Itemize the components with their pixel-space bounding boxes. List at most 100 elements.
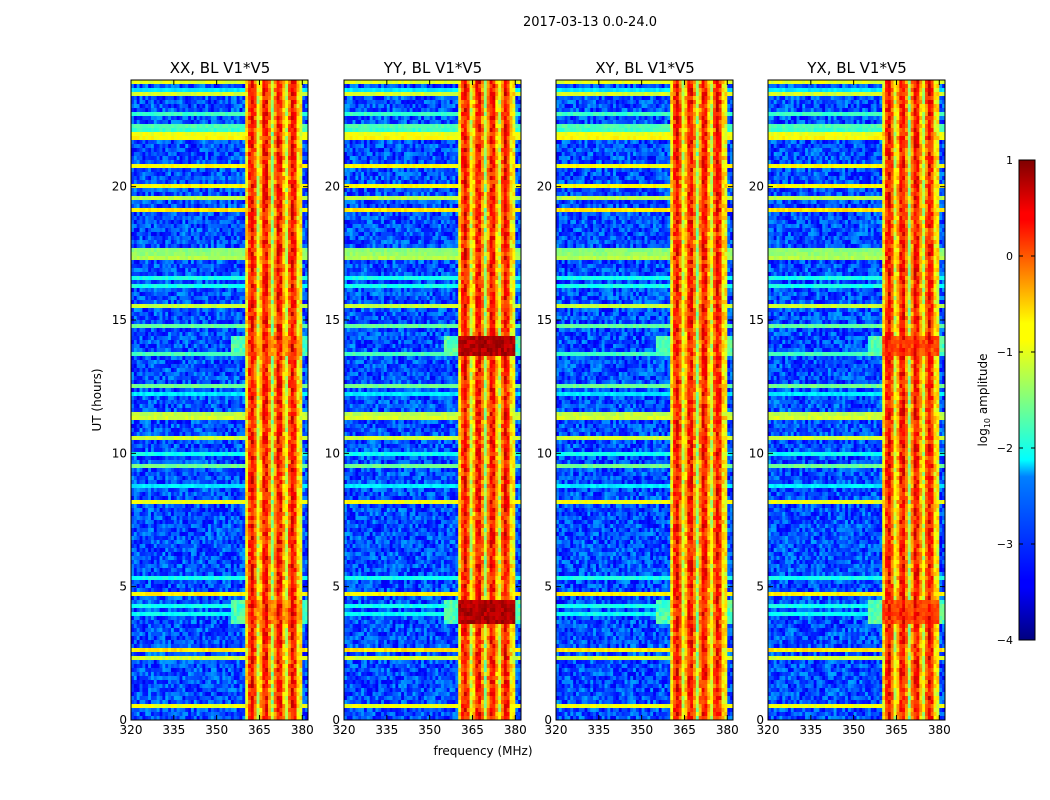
heatmap-cell: [208, 96, 211, 100]
heatmap-cell: [299, 96, 302, 100]
heatmap-cell: [225, 96, 228, 100]
heatmap-cell: [154, 96, 157, 100]
heatmap-cell: [288, 92, 291, 96]
heatmap-cell: [291, 108, 294, 112]
heatmap-cell: [177, 80, 180, 84]
heatmap-cell: [171, 96, 174, 100]
heatmap-cell: [168, 104, 171, 108]
heatmap-cell: [265, 112, 268, 116]
heatmap-cell: [239, 100, 242, 104]
heatmap-cell: [154, 116, 157, 120]
heatmap-cell: [251, 116, 254, 120]
heatmap-cell: [145, 96, 148, 100]
heatmap-cell: [191, 96, 194, 100]
heatmap-cell: [302, 108, 305, 112]
heatmap-cell: [188, 108, 191, 112]
heatmap-cell: [142, 96, 145, 100]
heatmap-cell: [285, 84, 288, 88]
heatmap-cell: [302, 100, 305, 104]
heatmap-cell: [200, 112, 203, 116]
heatmap-cell: [299, 88, 302, 92]
heatmap-cell: [171, 92, 174, 96]
heatmap-cell: [140, 116, 143, 120]
heatmap-cell: [225, 84, 228, 88]
heatmap-cell: [157, 112, 160, 116]
heatmap-cell: [174, 92, 177, 96]
heatmap-cell: [182, 120, 185, 124]
heatmap-cell: [140, 92, 143, 96]
heatmap-cell: [251, 120, 254, 124]
heatmap-cell: [237, 84, 240, 88]
heatmap-cell: [151, 112, 154, 116]
heatmap-cell: [140, 96, 143, 100]
heatmap-cell: [194, 96, 197, 100]
heatmap-cell: [137, 108, 140, 112]
heatmap-cell: [225, 108, 228, 112]
heatmap-cell: [268, 100, 271, 104]
heatmap-cell: [182, 112, 185, 116]
heatmap-cell: [177, 104, 180, 108]
heatmap-cell: [162, 100, 165, 104]
heatmap-cell: [168, 100, 171, 104]
heatmap-cell: [134, 124, 137, 128]
heatmap-cell: [297, 96, 300, 100]
heatmap-cell: [242, 92, 245, 96]
heatmap-cell: [182, 96, 185, 100]
heatmap-cell: [245, 92, 248, 96]
heatmap-cell: [188, 80, 191, 84]
heatmap-cell: [177, 88, 180, 92]
heatmap-cell: [225, 104, 228, 108]
heatmap-cell: [145, 92, 148, 96]
heatmap-cell: [208, 108, 211, 112]
heatmap-cell: [137, 88, 140, 92]
heatmap-cell: [177, 84, 180, 88]
heatmap-cell: [265, 100, 268, 104]
heatmap-cell: [174, 108, 177, 112]
heatmap-cell: [288, 104, 291, 108]
heatmap-cell: [182, 100, 185, 104]
heatmap-cell: [259, 116, 262, 120]
heatmap-cell: [239, 80, 242, 84]
heatmap-cell: [242, 96, 245, 100]
heatmap-cell: [268, 92, 271, 96]
heatmap-cell: [237, 100, 240, 104]
heatmap-cell: [200, 92, 203, 96]
heatmap-cell: [162, 108, 165, 112]
heatmap-cell: [185, 104, 188, 108]
heatmap-cell: [171, 108, 174, 112]
heatmap-cell: [274, 120, 277, 124]
heatmap-cell: [228, 104, 231, 108]
heatmap-cell: [222, 116, 225, 120]
heatmap-cell: [165, 80, 168, 84]
heatmap-cell: [271, 92, 274, 96]
heatmap-cell: [265, 88, 268, 92]
heatmap-cell: [242, 108, 245, 112]
heatmap-cell: [257, 92, 260, 96]
heatmap-cell: [211, 88, 214, 92]
heatmap-cell: [279, 88, 282, 92]
heatmap-cell: [205, 100, 208, 104]
heatmap-cell: [259, 96, 262, 100]
heatmap-cell: [197, 92, 200, 96]
heatmap-cell: [231, 116, 234, 120]
heatmap-cell: [274, 92, 277, 96]
heatmap-cell: [160, 92, 163, 96]
heatmap-cell: [137, 120, 140, 124]
heatmap-cell: [239, 88, 242, 92]
heatmap-cell: [288, 96, 291, 100]
heatmap-cell: [217, 88, 220, 92]
heatmap-cell: [197, 96, 200, 100]
heatmap-cell: [151, 104, 154, 108]
heatmap-cell: [160, 88, 163, 92]
heatmap-cell: [262, 116, 265, 120]
heatmap-cell: [220, 80, 223, 84]
heatmap-cell: [251, 88, 254, 92]
heatmap-cell: [231, 88, 234, 92]
heatmap-cell: [197, 108, 200, 112]
heatmap-cell: [197, 80, 200, 84]
heatmap-cell: [262, 84, 265, 88]
heatmap-cell: [277, 100, 280, 104]
heatmap-cell: [134, 108, 137, 112]
heatmap-cell: [231, 84, 234, 88]
heatmap-cell: [277, 96, 280, 100]
